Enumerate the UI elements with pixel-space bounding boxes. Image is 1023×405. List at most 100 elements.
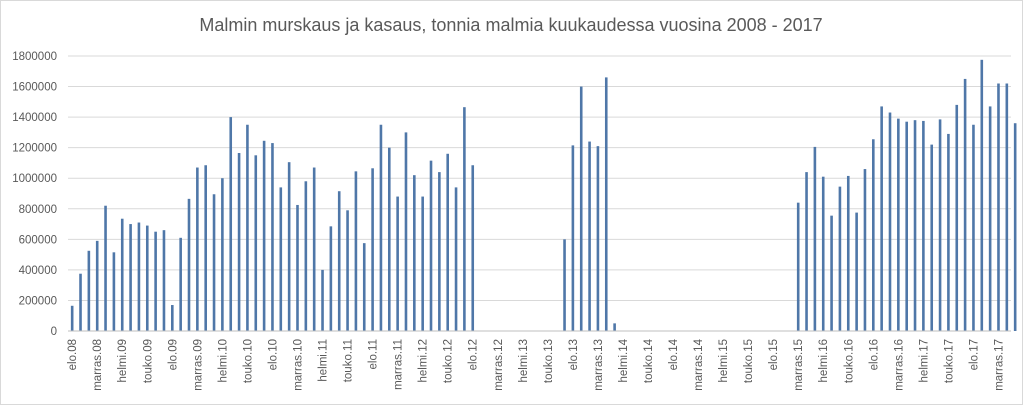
bar: [980, 59, 984, 331]
x-tick-label: elo.17: [968, 339, 980, 370]
bar: [304, 181, 308, 331]
x-tick-label: marras.09: [192, 339, 204, 391]
bar: [112, 252, 116, 331]
bar: [396, 196, 399, 331]
x-tick-label: touko.09: [142, 339, 154, 383]
y-tick-label: 0: [51, 326, 57, 338]
bar: [312, 167, 316, 331]
x-tick-label: helmi.10: [217, 339, 229, 382]
x-tick-label: elo.14: [668, 338, 680, 370]
bar: [947, 133, 950, 331]
x-tick-label: elo.15: [768, 339, 780, 370]
x-tick-label: elo.10: [267, 339, 279, 370]
x-tick-label: helmi.12: [418, 339, 430, 382]
x-tick-label: touko.10: [242, 339, 254, 383]
x-tick-label: marras.15: [793, 339, 805, 391]
bars: [70, 59, 1017, 332]
bar: [229, 117, 233, 331]
bar: [905, 121, 908, 331]
bar: [387, 147, 391, 331]
bar: [805, 172, 808, 331]
y-tick-label: 800000: [19, 204, 57, 216]
bar: [863, 169, 867, 331]
bar: [204, 165, 207, 331]
bar: [196, 167, 199, 331]
bar: [371, 168, 374, 331]
bar: [897, 118, 900, 331]
bar: [421, 196, 424, 331]
bar: [579, 86, 583, 331]
y-tick-label: 1400000: [12, 112, 57, 124]
bar: [162, 230, 166, 331]
x-tick-label: helmi.11: [318, 339, 330, 382]
x-tick-label: touko.14: [643, 338, 655, 383]
bar: [413, 175, 416, 331]
bar: [596, 146, 600, 331]
gridlines: [68, 55, 1011, 301]
x-tick-label: helmi.14: [618, 338, 630, 382]
x-tick-label: touko.11: [343, 339, 355, 382]
x-tick-label: helmi.13: [518, 339, 530, 382]
x-tick-label: touko.13: [543, 339, 555, 383]
y-tick-label: 1200000: [12, 143, 57, 155]
bar: [813, 146, 817, 331]
x-tick-label: helmi.09: [117, 339, 129, 382]
x-tick-label: touko.16: [843, 339, 855, 383]
chart-title: Malmin murskaus ja kasaus, tonnia malmia…: [199, 15, 822, 35]
bar: [796, 202, 800, 331]
bar: [237, 153, 241, 331]
bar: [972, 124, 975, 331]
bar: [79, 273, 82, 331]
bar: [287, 162, 291, 331]
bar: [346, 210, 349, 331]
bar: [296, 204, 299, 331]
x-tick-label: helmi.16: [818, 339, 830, 382]
x-tick-label: marras.11: [393, 339, 405, 390]
x-tick-label: elo.11: [368, 339, 380, 369]
bar: [963, 78, 967, 331]
y-tick-label: 1800000: [12, 51, 57, 63]
bar: [846, 175, 850, 331]
x-tick-label: helmi.15: [718, 339, 730, 382]
bar: [129, 224, 132, 331]
bar: [179, 237, 182, 331]
bar: [471, 165, 475, 331]
bar: [838, 186, 842, 332]
x-tick-label: elo.13: [568, 339, 580, 370]
bar: [321, 269, 324, 331]
bar: [888, 112, 892, 331]
bar: [1013, 123, 1017, 331]
bar: [588, 141, 591, 331]
x-tick-label: helmi.17: [918, 339, 930, 382]
y-tick-label: 400000: [19, 265, 57, 277]
x-tick-label: touko.17: [943, 339, 955, 383]
bar: [154, 231, 157, 331]
bar: [187, 198, 191, 331]
bar: [604, 77, 608, 331]
bar: [379, 124, 383, 331]
x-tick-label: elo.09: [167, 339, 179, 370]
x-tick-label: touko.12: [443, 339, 455, 383]
y-tick-label: 1600000: [12, 82, 57, 94]
bar: [262, 140, 266, 331]
bar: [70, 305, 74, 331]
x-tick-label: marras.12: [493, 339, 505, 391]
bar: [145, 225, 149, 331]
bar: [337, 191, 341, 331]
bar: [997, 83, 1000, 331]
bar: [362, 243, 366, 331]
bar: [87, 250, 91, 331]
bar: [830, 215, 833, 331]
x-tick-label: elo.16: [868, 339, 880, 370]
bar: [120, 218, 124, 331]
bar: [329, 226, 333, 331]
x-tick-label: marras.08: [92, 339, 104, 391]
x-tick-label: elo.12: [468, 339, 480, 370]
bar: [429, 160, 433, 331]
x-tick-label: marras.14: [693, 338, 705, 390]
bar: [271, 143, 274, 331]
bar: [938, 119, 942, 332]
bar: [438, 172, 441, 331]
bar: [463, 107, 466, 332]
